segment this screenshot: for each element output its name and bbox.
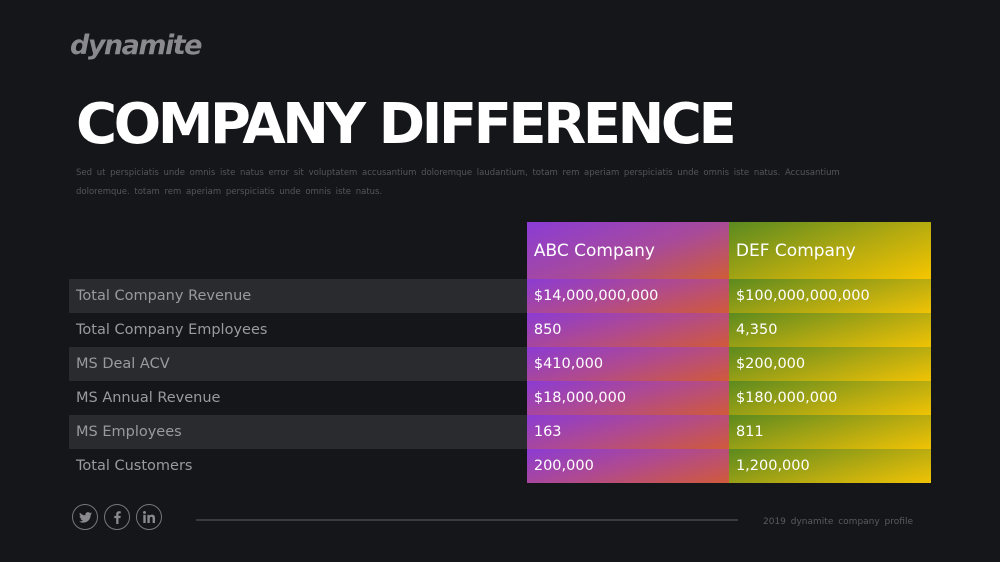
abc-value: $14,000,000,000 <box>526 279 729 313</box>
table-row: MS Annual Revenue $18,000,000 $180,000,0… <box>69 381 932 415</box>
header-def-company: DEF Company <box>728 222 931 279</box>
def-value: $100,000,000,000 <box>728 279 932 313</box>
def-value: 811 <box>728 415 932 449</box>
twitter-icon[interactable] <box>72 504 98 530</box>
header-spacer <box>69 222 527 279</box>
abc-value: 200,000 <box>526 449 729 483</box>
def-value: 1,200,000 <box>728 449 932 483</box>
table-row: MS Deal ACV $410,000 $200,000 <box>69 347 932 381</box>
def-value: $200,000 <box>728 347 932 381</box>
footer-divider <box>196 519 738 521</box>
comparison-table: ABC Company DEF Company Total Company Re… <box>69 222 932 483</box>
table-header-row: ABC Company DEF Company <box>69 222 931 279</box>
row-label: MS Deal ACV <box>69 347 527 381</box>
abc-value: 163 <box>526 415 729 449</box>
logo: dynamite <box>70 30 202 61</box>
linkedin-icon[interactable] <box>136 504 162 530</box>
table-row: Total Customers 200,000 1,200,000 <box>69 449 932 483</box>
page-title: COMPANY DIFFERENCE <box>76 92 737 157</box>
table-row: MS Employees 163 811 <box>69 415 932 449</box>
abc-value: $410,000 <box>526 347 729 381</box>
abc-value: 850 <box>526 313 729 347</box>
row-label: MS Annual Revenue <box>69 381 527 415</box>
facebook-icon[interactable] <box>104 504 130 530</box>
table-row: Total Company Revenue $14,000,000,000 $1… <box>69 279 932 313</box>
table-row: Total Company Employees 850 4,350 <box>69 313 932 347</box>
def-value: 4,350 <box>728 313 932 347</box>
description: Sed ut perspiciatis unde omnis iste natu… <box>76 168 840 197</box>
row-label: MS Employees <box>69 415 527 449</box>
footer-text: 2019 dynamite company profile <box>763 517 913 527</box>
def-value: $180,000,000 <box>728 381 932 415</box>
header-abc-company: ABC Company <box>526 222 729 279</box>
social-links <box>72 504 162 530</box>
row-label: Total Company Revenue <box>69 279 527 313</box>
abc-value: $18,000,000 <box>526 381 729 415</box>
row-label: Total Customers <box>69 449 527 483</box>
row-label: Total Company Employees <box>69 313 527 347</box>
